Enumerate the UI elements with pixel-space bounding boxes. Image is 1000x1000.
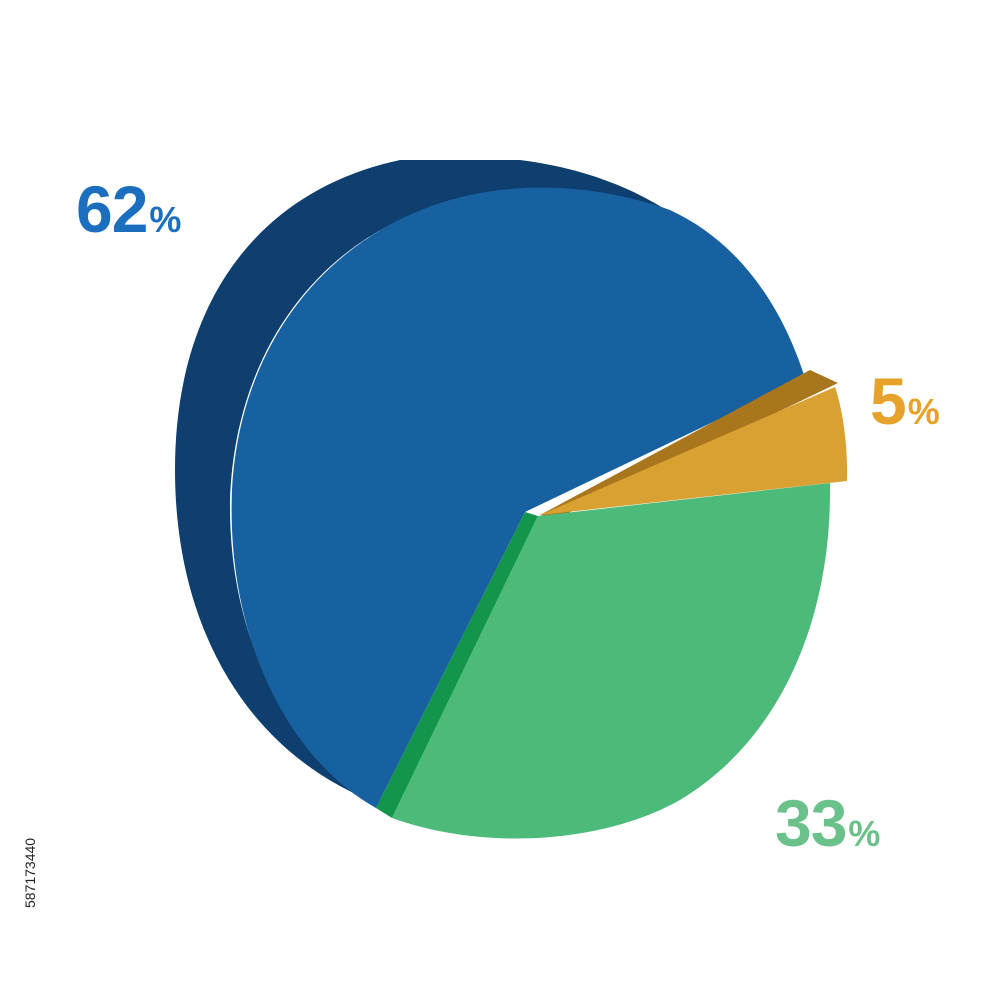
- data-label-33-number: 33: [775, 786, 847, 860]
- data-label-5-unit: %: [907, 391, 940, 432]
- data-label-33: 33%: [775, 790, 880, 856]
- pie-slice-5-side: [540, 370, 838, 518]
- stock-image-id: 587173440: [22, 837, 38, 908]
- data-label-33-unit: %: [848, 813, 881, 854]
- pie-slice-33: [392, 483, 831, 839]
- data-label-62-number: 62: [76, 172, 148, 246]
- pie-slice-5: [540, 387, 848, 515]
- data-label-5: 5%: [870, 368, 940, 434]
- pie-slice-62: [231, 187, 806, 808]
- pie-slice-33-edge: [376, 512, 538, 818]
- data-label-62-unit: %: [149, 199, 182, 240]
- data-label-62: 62%: [76, 176, 181, 242]
- data-label-5-number: 5: [870, 364, 907, 438]
